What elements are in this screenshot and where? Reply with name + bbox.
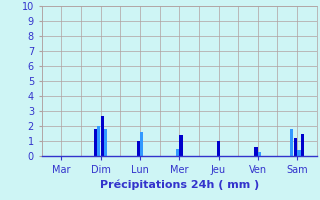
Bar (217, 141, 220, 156)
Bar (294, 138, 297, 156)
Bar (101, 116, 104, 156)
Bar (290, 129, 293, 156)
Bar (176, 148, 179, 156)
Bar (254, 147, 258, 156)
Bar (258, 152, 261, 156)
Bar (97, 126, 100, 156)
Bar (104, 129, 108, 156)
Bar (301, 134, 304, 156)
Bar (297, 150, 300, 156)
Bar (137, 141, 140, 156)
Bar (140, 132, 143, 156)
Bar (180, 135, 183, 156)
Bar (94, 129, 97, 156)
X-axis label: Précipitations 24h ( mm ): Précipitations 24h ( mm ) (100, 179, 259, 190)
